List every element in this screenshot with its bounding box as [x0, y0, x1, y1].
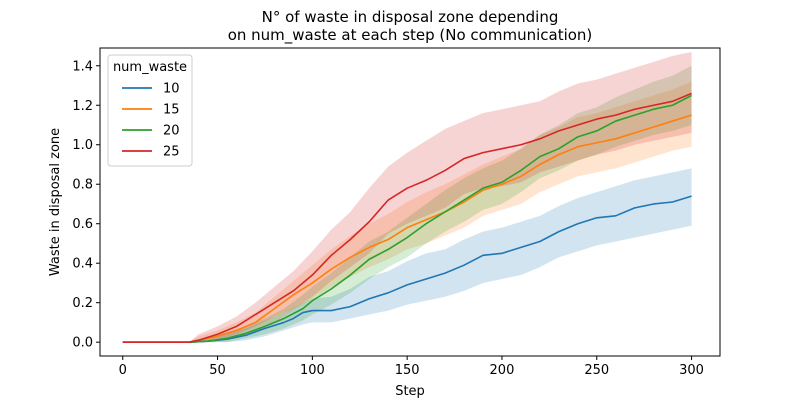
y-tick-label: 0.8 [72, 178, 93, 193]
y-tick-label: 1.4 [72, 59, 93, 74]
series-lines [122, 92, 692, 343]
x-tick-label: 300 [679, 363, 704, 378]
y-tick-label: 1.2 [72, 99, 93, 114]
x-tick-label: 0 [119, 363, 127, 378]
x-tick-label: 50 [209, 363, 226, 378]
ci-band-15 [122, 81, 692, 343]
x-axis-ticks: 0 50 100 150 200 250 300 [119, 356, 704, 378]
plot-frame [99, 47, 721, 357]
y-tick-label: 0.4 [72, 257, 93, 272]
ci-band-10 [122, 168, 692, 343]
series-line-15 [122, 114, 692, 343]
y-tick-label: 0.2 [72, 296, 93, 311]
legend-label-20: 20 [163, 124, 180, 139]
legend-title: num_waste [113, 60, 187, 75]
ci-band-25 [122, 51, 692, 343]
x-tick-label: 150 [395, 363, 420, 378]
x-axis-label: Step [395, 384, 425, 399]
legend-label-25: 25 [163, 145, 180, 160]
y-tick-label: 0.6 [72, 217, 93, 232]
x-tick-label: 100 [300, 363, 325, 378]
x-tick-label: 250 [584, 363, 609, 378]
y-axis-label: Waste in disposal zone [48, 128, 63, 276]
series-line-10 [122, 195, 692, 343]
confidence-bands [122, 51, 692, 343]
y-tick-label: 1.0 [72, 138, 93, 153]
legend: num_waste 10 15 20 25 [107, 54, 193, 167]
legend-label-10: 10 [163, 82, 180, 97]
series-line-20 [122, 94, 692, 343]
chart-title-line-1: N° of waste in disposal zone depending [262, 8, 559, 26]
legend-label-15: 15 [163, 103, 180, 118]
y-axis-ticks: 0.0 0.2 0.4 0.6 0.8 1.0 1.2 1.4 [72, 59, 100, 351]
chart-title-line-2: on num_waste at each step (No communicat… [228, 26, 593, 45]
legend-box [107, 54, 193, 167]
series-line-25 [122, 92, 692, 343]
y-tick-label: 0.0 [72, 336, 93, 351]
x-tick-label: 200 [490, 363, 515, 378]
